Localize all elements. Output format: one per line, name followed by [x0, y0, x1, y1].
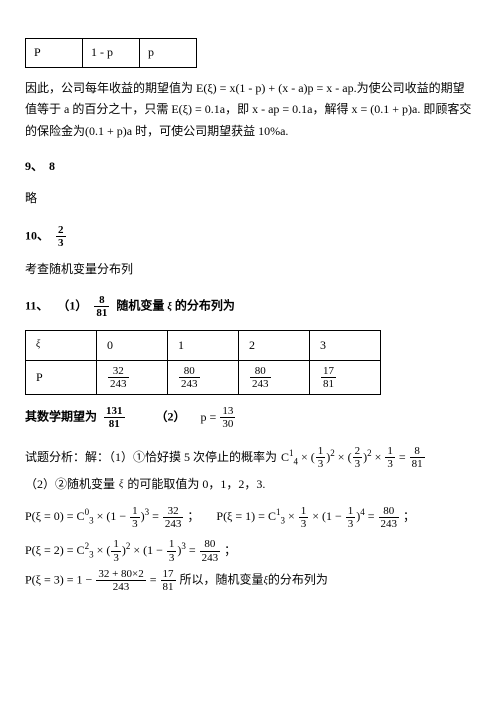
cell-p: P	[26, 39, 83, 68]
q11-frac: 8 81	[94, 294, 109, 319]
q9-note: 略	[25, 188, 475, 210]
q11-line: 11、 （1） 8 81 随机变量 ξ 的分布列为	[25, 294, 475, 319]
analysis-line1: 试题分析：解：（1）①恰好摸 5 次停止的概率为 C14 × (13)2 × (…	[25, 445, 475, 496]
q10-line: 10、 2 3	[25, 224, 475, 249]
q10-frac: 2 3	[56, 224, 66, 249]
cell-pp: p	[140, 39, 197, 68]
paragraph-expectation: 因此，公司每年收益的期望值为 E(ξ) = x(1 - p) + (x - a)…	[25, 78, 475, 143]
prob-table-small: P 1 - p p	[25, 38, 197, 68]
analysis-p2p3: P(ξ = 2) = C23 × (13)2 × (1 − 13)3 = 802…	[25, 538, 475, 593]
cell-1mp: 1 - p	[83, 39, 140, 68]
analysis-p0p1: P(ξ = 0) = C03 × (1 − 13)3 = 32243 ； P(ξ…	[25, 504, 475, 530]
distribution-table: ξ 0 1 2 3 P 32243 80243 80243 1781	[25, 330, 381, 396]
expectation-line: 其数学期望为 13181 （2） p = 1330	[25, 405, 475, 430]
analysis-block: 试题分析：解：（1）①恰好摸 5 次停止的概率为 C14 × (13)2 × (…	[25, 445, 475, 593]
q9-line: 9、 8	[25, 156, 475, 178]
q10-note: 考查随机变量分布列	[25, 259, 475, 281]
